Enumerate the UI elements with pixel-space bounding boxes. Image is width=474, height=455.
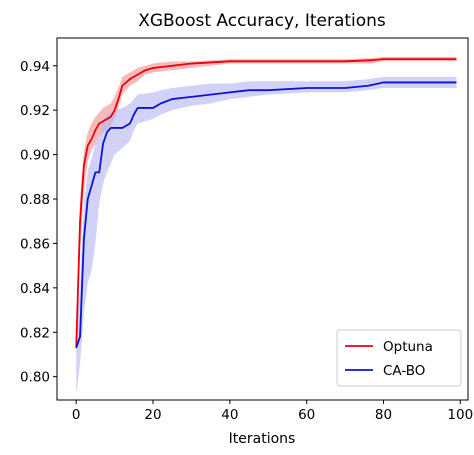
line-ca-bo: [75, 81, 457, 349]
y-axis-ticks: 0.80 0.82 0.84 0.86 0.88 0.90 0.92 0.94: [20, 59, 57, 386]
x-axis-ticks: 0 20 40 60 80 100: [72, 400, 473, 423]
x-tick-label: 20: [144, 407, 161, 423]
y-tick-label: 0.94: [20, 59, 50, 75]
legend-box: [336, 329, 462, 387]
x-tick-label: 100: [447, 407, 473, 423]
line-optuna: [75, 58, 457, 348]
legend-label-optuna: Optuna: [383, 339, 433, 355]
x-axis-label: Iterations: [229, 431, 296, 447]
y-tick-label: 0.88: [20, 192, 50, 208]
y-tick-label: 0.84: [20, 281, 50, 297]
x-tick-label: 40: [221, 407, 238, 423]
legend: Optuna CA-BO: [336, 329, 462, 387]
chart-title: XGBoost Accuracy, Iterations: [138, 11, 386, 31]
plot-frame: [56, 37, 469, 401]
y-tick-label: 0.92: [20, 103, 50, 119]
x-tick-label: 80: [375, 407, 392, 423]
x-tick-label: 0: [72, 407, 81, 423]
y-tick-label: 0.86: [20, 236, 50, 252]
legend-label-ca-bo: CA-BO: [383, 363, 425, 379]
series-lines: [75, 58, 457, 349]
plot-area: [75, 56, 457, 395]
x-tick-label: 60: [298, 407, 315, 423]
y-tick-label: 0.82: [20, 325, 50, 341]
y-tick-label: 0.90: [20, 148, 50, 164]
y-tick-label: 0.80: [20, 370, 50, 386]
